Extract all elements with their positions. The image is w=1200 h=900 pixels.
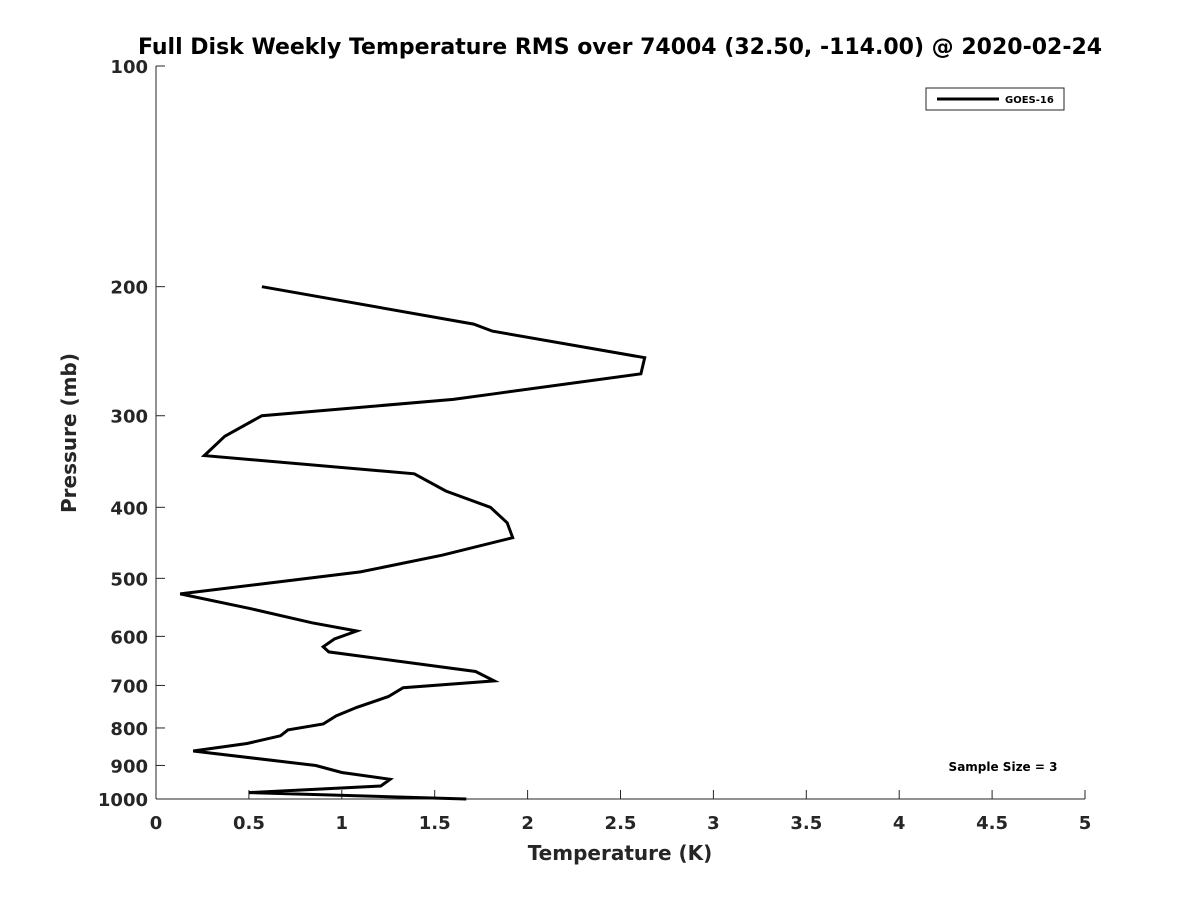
axes bbox=[155, 66, 1085, 800]
series-layer bbox=[179, 285, 647, 801]
y-tick-label: 100 bbox=[110, 57, 148, 78]
x-tick-label: 4.5 bbox=[976, 813, 1008, 834]
x-tick-label: 0.5 bbox=[233, 813, 265, 834]
x-tick-label: 0 bbox=[150, 813, 163, 834]
x-tick-label: 3 bbox=[707, 813, 720, 834]
y-tick-label: 500 bbox=[110, 569, 148, 590]
y-tick-label: 600 bbox=[110, 627, 148, 648]
y-tick-label: 200 bbox=[110, 278, 148, 299]
x-ticks: 0 0.5 1 1.5 2 2.5 3 3.5 4 4.5 5 bbox=[150, 790, 1092, 834]
legend: GOES-16 bbox=[925, 87, 1065, 111]
x-tick-label: 3.5 bbox=[790, 813, 822, 834]
y-tick-label: 400 bbox=[110, 498, 148, 519]
x-tick-label: 5 bbox=[1079, 813, 1092, 834]
x-tick-label: 4 bbox=[893, 813, 906, 834]
y-axis-label: Pressure (mb) bbox=[57, 353, 81, 513]
x-tick-label: 1 bbox=[336, 813, 349, 834]
x-tick-label: 1.5 bbox=[419, 813, 451, 834]
x-tick-label: 2 bbox=[521, 813, 534, 834]
x-axis-label: Temperature (K) bbox=[528, 841, 713, 865]
y-tick-label: 900 bbox=[110, 756, 148, 777]
legend-label: GOES-16 bbox=[1005, 95, 1054, 106]
y-tick-label: 300 bbox=[110, 407, 148, 428]
y-tick-label: 700 bbox=[110, 676, 148, 697]
y-ticks: 100 200 300 400 500 600 700 800 900 1000 bbox=[98, 57, 165, 811]
y-tick-label: 800 bbox=[110, 719, 148, 740]
series-line-goes-16 bbox=[179, 285, 647, 801]
chart-title: Full Disk Weekly Temperature RMS over 74… bbox=[138, 35, 1102, 60]
x-tick-label: 2.5 bbox=[605, 813, 637, 834]
sample-size-annotation: Sample Size = 3 bbox=[949, 760, 1058, 774]
y-tick-label: 1000 bbox=[98, 790, 148, 811]
